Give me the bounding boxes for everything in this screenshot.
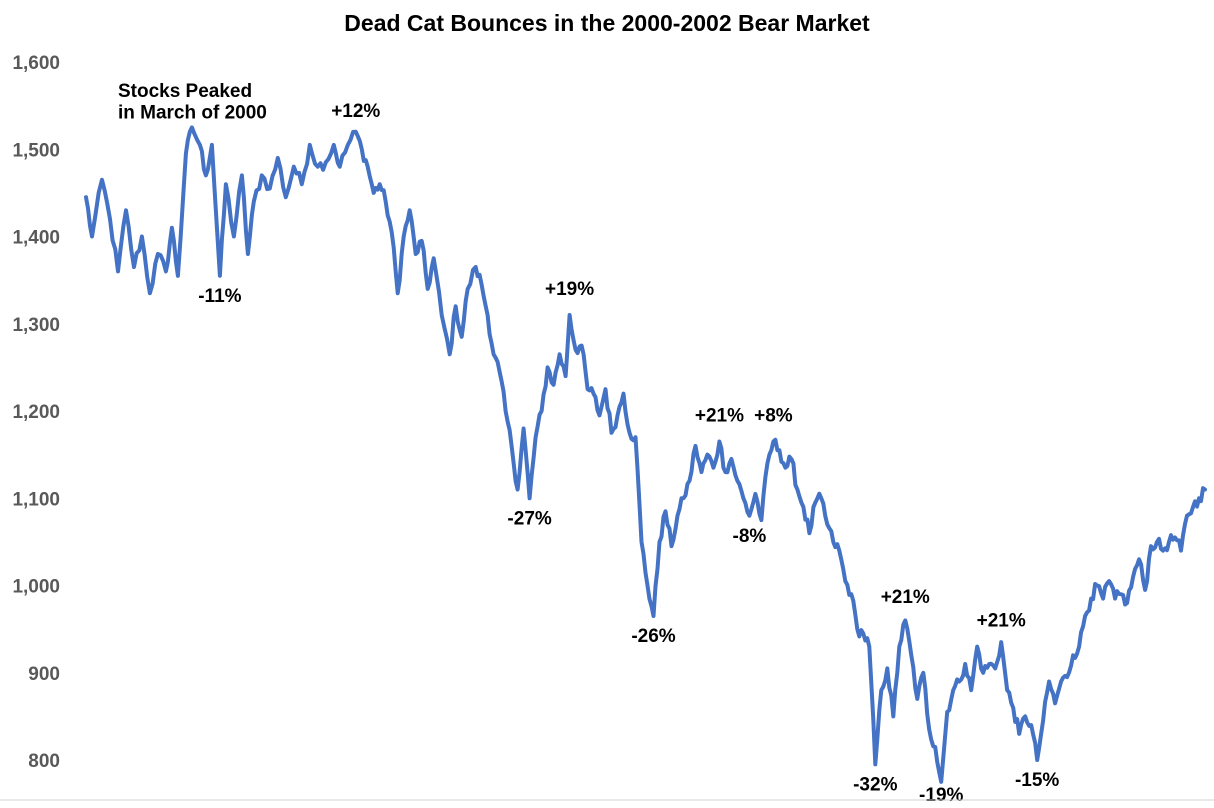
annotation-label: -15%: [1015, 770, 1059, 791]
y-tick-label: 1,500: [12, 140, 60, 161]
annotation-label: -8%: [733, 526, 767, 547]
annotation-label: +21%: [881, 587, 930, 608]
annotation-label: -27%: [507, 508, 551, 529]
y-tick-label: 1,600: [12, 53, 60, 74]
y-axis-tick-labels: 800 900 1,000 1,100 1,200 1,300 1,400 1,500 1,60…: [12, 53, 60, 772]
y-tick-label: 1,000: [12, 577, 60, 598]
y-tick-label: 1,200: [12, 402, 60, 423]
y-tick-label: 1,100: [12, 489, 60, 510]
annotation-label: in March of 2000: [118, 103, 267, 124]
annotation-label: +12%: [331, 101, 380, 122]
annotation-label: -11%: [198, 286, 241, 307]
annotation-label: Stocks Peaked: [118, 81, 252, 102]
series-line: [84, 125, 1207, 784]
annotation-label: +21%: [977, 611, 1026, 632]
annotation-label: +19%: [545, 279, 594, 300]
y-tick-label: 800: [28, 751, 60, 772]
annotation-label: -19%: [919, 785, 963, 806]
annotation-label: -32%: [853, 775, 897, 796]
annotation-label: +8%: [754, 405, 793, 426]
annotation-label: +21%: [695, 405, 744, 426]
y-tick-label: 1,300: [12, 315, 60, 336]
annotation-label: -26%: [631, 626, 675, 647]
y-tick-label: 900: [28, 664, 60, 685]
chart-title: Dead Cat Bounces in the 2000-2002 Bear M…: [344, 10, 870, 36]
y-tick-label: 1,400: [12, 228, 60, 249]
